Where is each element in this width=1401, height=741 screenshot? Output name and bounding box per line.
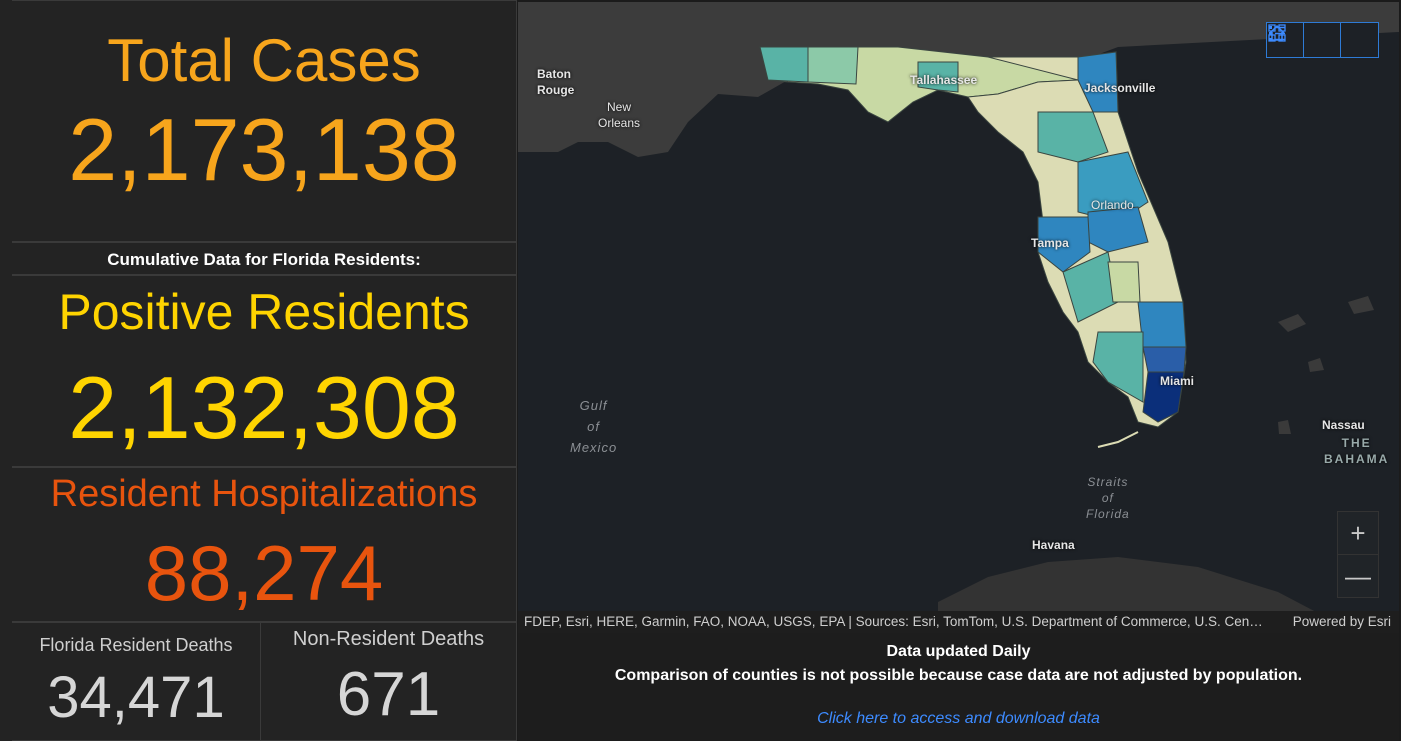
nonresident-deaths-card: Non-Resident Deaths 671	[261, 622, 517, 741]
label-new-orleans: New Orleans	[598, 100, 641, 130]
label-straits-of-florida: Straits of Florida	[1086, 475, 1130, 521]
nonresident-deaths-title: Non-Resident Deaths	[292, 628, 485, 650]
county-alachua	[1037, 111, 1109, 163]
label-nassau: Nassau	[1322, 418, 1365, 432]
map-attribution: FDEP, Esri, HERE, Garmin, FAO, NOAA, USG…	[518, 611, 1399, 633]
footer-panel: Data updated Daily Comparison of countie…	[518, 633, 1399, 741]
positive-residents-card: Positive Residents 2,132,308	[12, 275, 517, 467]
hospitalizations-card: Resident Hospitalizations 88,274	[12, 467, 517, 622]
label-tampa: Tampa	[1031, 236, 1069, 250]
county-miami-dade	[1142, 371, 1185, 423]
label-jacksonville: Jacksonville	[1084, 81, 1156, 95]
powered-by-esri[interactable]: Powered by Esri	[1292, 614, 1391, 629]
county-highlands	[1107, 261, 1141, 303]
comparison-note: Comparison of counties is not possible b…	[614, 667, 1303, 684]
label-miami: Miami	[1160, 374, 1195, 388]
download-data-link[interactable]: Click here to access and download data	[817, 710, 1100, 727]
florida-keys	[1097, 431, 1139, 448]
positive-residents-title: Positive Residents	[58, 284, 470, 340]
zoom-out-button[interactable]: —	[1345, 560, 1371, 591]
total-cases-card: Total Cases 2,173,138	[12, 0, 517, 242]
hospitalizations-title: Resident Hospitalizations	[50, 473, 478, 515]
hospitalizations-value: 88,274	[144, 529, 384, 617]
total-cases-value: 2,173,138	[68, 100, 460, 199]
label-baton-rouge: Baton Rouge	[537, 67, 575, 97]
cumulative-heading-card: Cumulative Data for Florida Residents:	[12, 242, 517, 275]
resident-deaths-title: Florida Resident Deaths	[39, 635, 233, 655]
county-collier	[1092, 331, 1144, 403]
county-broward	[1142, 346, 1187, 373]
attribution-sources[interactable]: FDEP, Esri, HERE, Garmin, FAO, NOAA, USG…	[524, 614, 1264, 629]
legend-icon	[1269, 26, 1285, 41]
land-bahamas	[1278, 296, 1374, 434]
county-hillsborough	[1037, 216, 1091, 273]
zoom-in-button[interactable]: +	[1338, 512, 1378, 555]
basemap-gallery-icon	[1268, 24, 1286, 42]
land-cuba	[938, 557, 1318, 613]
county-map[interactable]: Baton Rouge New Orleans Tallahassee Jack…	[518, 2, 1399, 613]
county-leon	[917, 61, 959, 93]
positive-residents-value: 2,132,308	[68, 358, 460, 457]
county-duval	[1077, 51, 1119, 113]
stats-panel: Total Cases 2,173,138 Cumulative Data fo…	[0, 0, 517, 741]
county-palm-beach	[1137, 301, 1187, 348]
resident-deaths-value: 34,471	[47, 665, 225, 730]
basemap-gallery-button[interactable]	[1268, 23, 1378, 57]
total-cases-title: Total Cases	[107, 27, 421, 94]
map-widgets	[1266, 22, 1379, 58]
label-havana: Havana	[1032, 538, 1075, 552]
label-tallahassee: Tallahassee	[910, 73, 978, 87]
legend-button[interactable]	[1269, 23, 1341, 57]
cumulative-heading: Cumulative Data for Florida Residents:	[107, 250, 421, 269]
data-updated-text: Data updated Daily	[886, 643, 1031, 660]
zoom-control: + —	[1337, 511, 1379, 598]
label-bahamas: THE BAHAMA	[1324, 436, 1390, 466]
resident-deaths-card: Florida Resident Deaths 34,471	[12, 622, 261, 741]
label-orlando: Orlando	[1091, 198, 1134, 212]
land-north	[518, 2, 1399, 157]
county-okaloosa	[807, 46, 859, 85]
label-gulf-of-mexico: Gulf of Mexico	[570, 398, 618, 455]
map-canvas	[518, 2, 1399, 613]
nonresident-deaths-value: 671	[336, 660, 441, 729]
county-escambia	[759, 46, 809, 83]
